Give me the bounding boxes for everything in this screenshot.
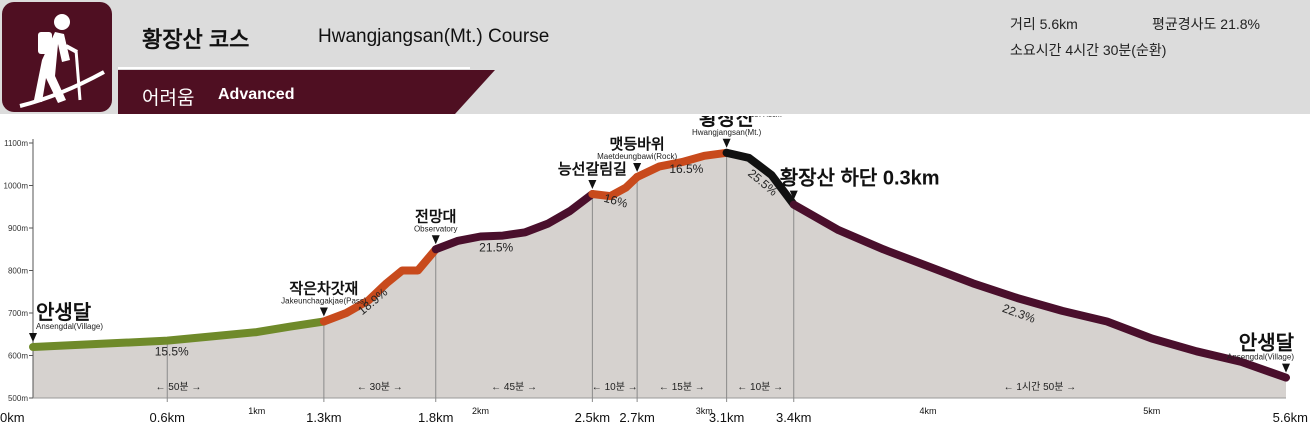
landmark-name-korean: 전망대 — [415, 207, 456, 225]
course-title-korean: 황장산 코스 — [142, 27, 250, 52]
time-label: ← 10분 → — [737, 381, 783, 393]
grade-label: 16.5% — [669, 162, 703, 176]
x-tick-label: 1.8km — [418, 410, 453, 425]
time-label: ← 15분 → — [659, 381, 705, 393]
landmark-name-korean: 안생달 — [36, 301, 92, 324]
x-tick-label: 4km — [919, 406, 936, 416]
x-tick-label: 1km — [248, 406, 265, 416]
x-tick-label: 2.7km — [619, 410, 654, 425]
y-tick-label: 1100m — [4, 139, 28, 148]
landmark-marker — [722, 138, 731, 148]
time-label: ← 50분 → — [155, 381, 201, 393]
distance-stat: 거리 5.6km — [1010, 16, 1078, 32]
x-tick-label: 3km — [696, 406, 713, 416]
duration-stat: 소요시간 4시간 30분(순환) — [1010, 42, 1167, 58]
y-tick-label: 900m — [8, 224, 28, 233]
hiker-icon — [19, 14, 105, 108]
landmark-name-english: Ansengdal(Village) — [1227, 353, 1294, 362]
landmark-name-korean: 안생달 — [1239, 332, 1295, 355]
y-tick-label: 700m — [8, 309, 28, 318]
x-tick-label: 3.1km — [709, 410, 744, 425]
profile-segment — [29, 317, 328, 351]
landmark-marker — [319, 307, 328, 317]
profile-segment — [588, 173, 642, 201]
landmark-name-english: Jakeunchagakjae(Pass) — [281, 297, 367, 306]
landmark-marker — [789, 190, 798, 200]
landmark-marker — [633, 163, 642, 172]
x-tick-label: 5.6km — [1273, 410, 1308, 425]
landmark-name-english: Hwangjangsan(Mt.) — [692, 128, 762, 137]
profile-segment — [633, 148, 731, 181]
y-tick-label: 500m — [8, 394, 28, 403]
time-label: ← 45분 → — [491, 381, 537, 393]
landmark-name-korean: 황장산 하단 0.3km — [780, 167, 940, 190]
landmark-marker — [1282, 363, 1290, 373]
x-tick-label: 5km — [1143, 406, 1160, 416]
x-tick-label: 0.6km — [150, 410, 185, 425]
x-tick-label: 1.3km — [306, 410, 341, 425]
x-tick-label: 0km — [0, 410, 25, 425]
landmark-marker — [29, 333, 37, 342]
profile-segment — [789, 200, 1290, 382]
landmark-name-korean: 능선갈림길 — [558, 160, 627, 178]
elevation-profile-chart: 500m 600m 700m 800m 900m 1000m 1100m 0km 0.6km 1k… — [0, 116, 1308, 425]
course-header: 황장산 코스 Hwangjangsan(Mt.) Course 어려움 Adva… — [0, 0, 1310, 114]
landmark-name-english: Maetdeungbawi(Rock) — [597, 152, 677, 161]
time-label: ← 30분 → — [357, 381, 403, 393]
summit-elevation-label: 1077.36m — [751, 116, 782, 119]
time-label: ← 10분 → — [592, 381, 638, 393]
grade-label: 21.5% — [479, 240, 513, 254]
course-title-english: Hwangjangsan(Mt.) Course — [318, 26, 550, 47]
landmark-marker — [431, 235, 440, 245]
x-tick-label: 3.4km — [776, 410, 811, 425]
profile-segment — [319, 245, 440, 326]
elevation-area-fill — [33, 152, 1286, 398]
landmark-name-english: Observatory — [414, 224, 458, 233]
difficulty-label-english: Advanced — [218, 86, 295, 103]
landmark-name-korean: 황장산 — [699, 116, 755, 130]
grade-label: 16% — [602, 191, 629, 211]
profile-segment — [722, 148, 798, 209]
difficulty-label-korean: 어려움 — [142, 88, 195, 109]
y-tick-label: 600m — [8, 352, 28, 361]
landmark-name-english: Ansengdal(Village) — [36, 322, 103, 331]
time-label: ← 1시간 50분 → — [1004, 381, 1077, 393]
landmark-name-korean: 작은차갓재 — [289, 280, 358, 298]
profile-segment — [431, 190, 597, 254]
landmark-marker — [588, 180, 597, 189]
header-background — [0, 0, 1310, 114]
y-tick-label: 1000m — [4, 182, 29, 191]
grade-label: 15.5% — [155, 345, 189, 359]
average-grade-stat: 평균경사도 21.8% — [1152, 16, 1260, 32]
x-tick-label: 2km — [472, 406, 489, 416]
y-tick-label: 800m — [8, 267, 28, 276]
x-tick-label: 2.5km — [575, 410, 610, 425]
landmark-name-korean: 맷등바위 — [610, 135, 665, 153]
